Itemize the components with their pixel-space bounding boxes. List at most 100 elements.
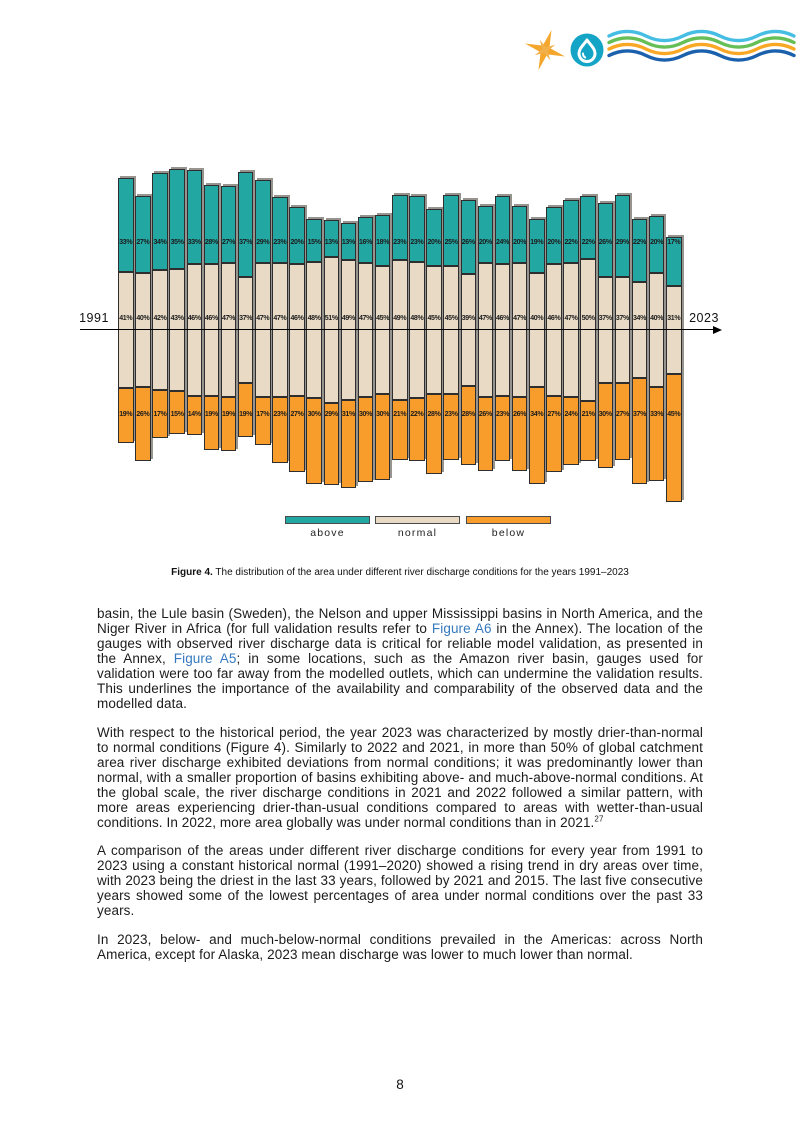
bar-1994-segment-above	[169, 168, 185, 269]
bar-2023-above-value-label: 17%	[667, 239, 681, 246]
bar-2012-above-value-label: 20%	[478, 239, 492, 246]
bar-1995-below-value-label: 14%	[187, 411, 201, 418]
bar-2000-segment-below	[272, 396, 288, 463]
bar-2005-above-value-label: 16%	[358, 239, 373, 246]
bar-2004-segment-below	[340, 399, 357, 489]
bar-2014-above-value-label: 20%	[513, 239, 527, 246]
bar-1997-segment-above	[220, 186, 237, 263]
page-number: 8	[396, 1077, 404, 1092]
waves-icon	[607, 29, 796, 62]
bar-1991-segment-above	[118, 177, 134, 272]
bar-2015-segment-above	[529, 218, 545, 273]
bar-1999-above-value-label: 29%	[256, 239, 270, 246]
body-paragraph-2: With respect to the historical period, t…	[97, 725, 703, 830]
bar-1991-below-value-label: 19%	[119, 411, 133, 418]
paragraph-text: basin, the Lule basin (Sweden), the Nels…	[97, 606, 703, 636]
legend-label-above: above	[310, 527, 345, 539]
bar-1993-segment-above	[152, 173, 168, 271]
bar-1994	[169, 168, 185, 435]
legend-swatch-below	[466, 516, 551, 524]
bar-2017-segment-below	[563, 396, 579, 466]
paragraph-text: A comparison of the areas under differen…	[97, 843, 703, 918]
bar-2015-segment-below	[529, 386, 545, 484]
figure-a6-link[interactable]: Figure A6	[431, 621, 492, 636]
bar-2022-segment-above	[648, 216, 665, 273]
bar-2004-above-value-label: 13%	[341, 239, 355, 246]
bar-2008-segment-below	[409, 398, 425, 462]
bar-2007-segment-below	[392, 399, 408, 460]
body-text: basin, the Lule basin (Sweden), the Nels…	[97, 606, 703, 975]
bar-2022-below-value-label: 33%	[650, 411, 664, 418]
bar-2021-above-value-label: 22%	[632, 239, 647, 246]
bar-2015-above-value-label: 19%	[530, 239, 544, 246]
bar-2012-normal-value-label: 47%	[478, 314, 492, 322]
bar-2011-segment-above	[460, 200, 476, 275]
bar-2007-normal-value-label: 49%	[393, 314, 407, 322]
body-paragraph-1: basin, the Lule basin (Sweden), the Nels…	[97, 606, 703, 711]
bar-2011-above-value-label: 26%	[461, 239, 475, 246]
bar-1996-above-value-label: 28%	[204, 239, 218, 246]
bar-2003-normal-value-label: 51%	[324, 314, 338, 322]
bar-1997-below-value-label: 19%	[221, 411, 236, 418]
bar-2016-above-value-label: 20%	[547, 239, 561, 246]
bar-2023-segment-below	[666, 374, 682, 503]
bar-2010-normal-value-label: 45%	[444, 314, 458, 322]
bar-1998	[237, 171, 254, 437]
bar-2015-below-value-label: 34%	[530, 411, 544, 418]
bar-2021-segment-below	[631, 378, 648, 484]
bar-1996-segment-above	[203, 184, 220, 265]
bar-2018-normal-value-label: 50%	[581, 314, 595, 322]
bar-2012-segment-below	[477, 396, 494, 472]
bar-2006-segment-below	[374, 394, 391, 480]
bar-2016-segment-above	[546, 207, 562, 265]
bar-2006-normal-value-label: 45%	[376, 314, 390, 322]
bar-2016-normal-value-label: 46%	[547, 314, 561, 322]
bar-2007-segment-above	[392, 194, 408, 261]
bar-2002-below-value-label: 30%	[307, 411, 321, 418]
bar-2005	[357, 217, 374, 483]
bar-2006-segment-above	[374, 214, 391, 266]
bar-2009-normal-value-label: 45%	[427, 314, 441, 322]
bar-1992-below-value-label: 26%	[136, 411, 150, 418]
bar-1994-below-value-label: 15%	[170, 411, 184, 418]
bar-1996-segment-below	[203, 395, 220, 450]
bar-2017-segment-above	[563, 200, 579, 263]
bar-1991	[118, 177, 134, 443]
bar-2022	[648, 216, 665, 482]
bar-2002	[306, 218, 322, 484]
bar-2015-normal-value-label: 40%	[530, 314, 544, 322]
bar-1991-above-value-label: 33%	[119, 239, 133, 246]
bar-2011-normal-value-label: 39%	[461, 314, 475, 322]
bar-2008-segment-above	[409, 196, 425, 262]
figure-caption-label: Figure 4.	[171, 567, 213, 578]
figure-caption: Figure 4. The distribution of the area u…	[0, 567, 800, 578]
bar-1991-segment-below	[118, 388, 134, 443]
bar-2012-below-value-label: 26%	[478, 411, 492, 418]
bar-2013-below-value-label: 23%	[495, 411, 510, 418]
x-axis-line	[80, 329, 715, 331]
bar-2021-below-value-label: 37%	[632, 411, 647, 418]
figure-caption-text: The distribution of the area under diffe…	[212, 567, 629, 578]
bar-2014-normal-value-label: 47%	[513, 314, 527, 322]
bar-2010-segment-above	[443, 194, 459, 266]
bar-1994-above-value-label: 35%	[170, 239, 184, 246]
bar-2002-segment-below	[306, 398, 322, 484]
bar-1995	[186, 170, 202, 436]
bar-2021-normal-value-label: 34%	[632, 314, 647, 322]
bar-2012-segment-above	[477, 206, 494, 264]
bar-1993-below-value-label: 17%	[153, 411, 167, 418]
bar-2022-normal-value-label: 40%	[650, 314, 664, 322]
paragraph-text: In 2023, below- and much-below-normal co…	[97, 931, 703, 962]
bar-1996-below-value-label: 19%	[204, 411, 218, 418]
figure-a5-link[interactable]: Figure A5	[173, 651, 237, 666]
x-axis-arrow-icon	[713, 326, 722, 334]
bar-2009-segment-above	[426, 208, 442, 266]
bar-2003-segment-above	[323, 220, 339, 258]
bar-2005-segment-below	[357, 396, 374, 483]
bar-2022-segment-below	[648, 387, 665, 482]
bar-2002-above-value-label: 15%	[307, 239, 321, 246]
bar-2014-segment-above	[511, 206, 528, 264]
bar-1991-normal-value-label: 41%	[119, 314, 133, 322]
bar-2001-segment-below	[289, 395, 305, 473]
